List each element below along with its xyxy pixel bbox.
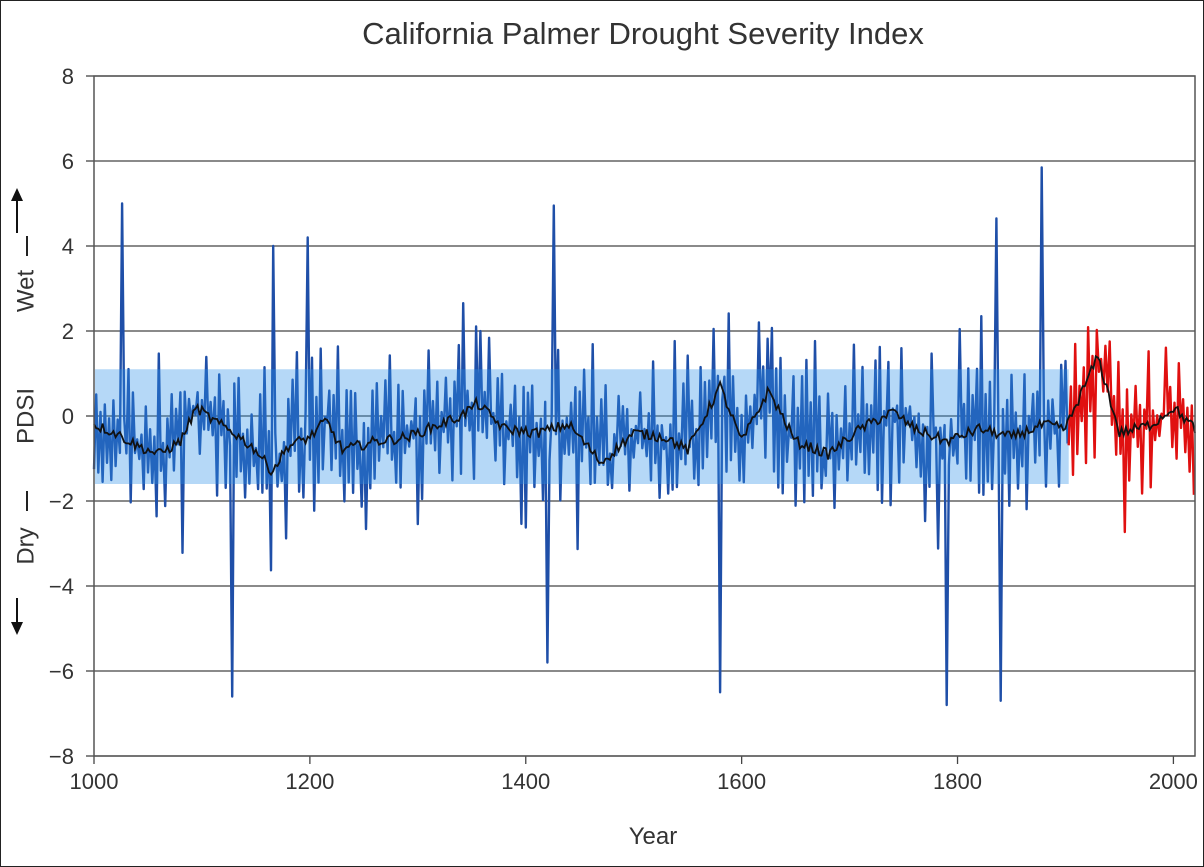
dry-label: Dry <box>12 527 39 564</box>
instrumental-line <box>1067 326 1196 534</box>
y-tick-label: 2 <box>62 319 74 344</box>
y-tick-label: −4 <box>49 574 74 599</box>
x-axis-label: Year <box>629 823 678 850</box>
y-axis-label: PDSI <box>12 388 39 444</box>
smoothed-line <box>93 354 1196 477</box>
reconstruction-core-band <box>95 369 1069 484</box>
dry-arrow <box>11 598 23 635</box>
reconstruction-line <box>92 166 1069 707</box>
x-tick-label: 1400 <box>501 769 550 794</box>
y-tick-label: 4 <box>62 234 74 259</box>
arrow-down-icon <box>11 622 23 635</box>
y-tick-label: −8 <box>49 744 74 769</box>
series-smoothed <box>93 354 1196 477</box>
y-tick-label: 6 <box>62 149 74 174</box>
y-axis-label-group: PDSI Wet Dry <box>12 236 39 565</box>
chart-title: California Palmer Drought Severity Index <box>362 16 924 51</box>
series-reconstruction <box>92 166 1069 707</box>
wet-arrow <box>11 188 23 233</box>
y-tick-label: −6 <box>49 659 74 684</box>
arrow-up-icon <box>11 188 23 201</box>
x-tick-label: 1000 <box>70 769 119 794</box>
y-tick-label: 0 <box>62 404 74 429</box>
x-tick-label: 1800 <box>933 769 982 794</box>
x-tick-label: 1600 <box>717 769 766 794</box>
x-tick-label: 1200 <box>285 769 334 794</box>
x-tick-labels: 1000 1200 1400 1600 1800 2000 <box>70 756 1198 794</box>
plot-border <box>93 75 1196 757</box>
y-tick-label: 8 <box>62 64 74 89</box>
series-instrumental <box>1067 326 1196 534</box>
wet-label: Wet <box>12 270 39 313</box>
y-tick-labels: 8 6 4 2 0 −2 −4 −6 −8 <box>49 64 74 769</box>
x-tick-label: 2000 <box>1149 769 1198 794</box>
y-tick-label: −2 <box>49 489 74 514</box>
